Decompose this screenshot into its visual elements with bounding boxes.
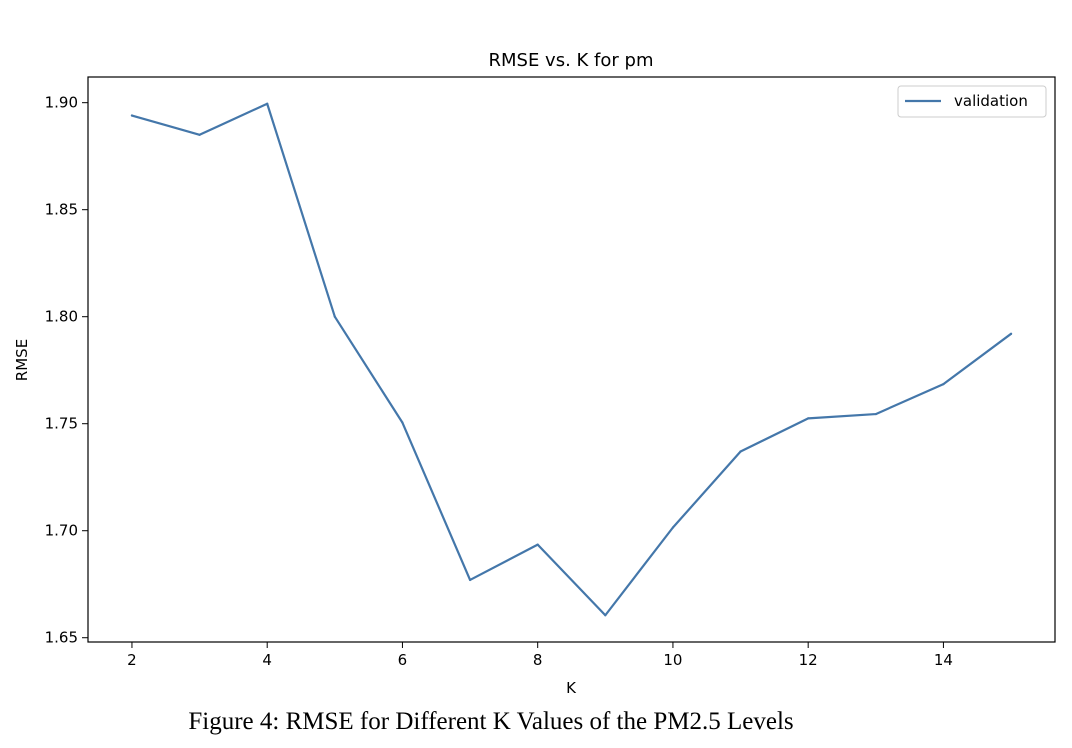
data-point (739, 450, 742, 453)
legend: validation (897, 85, 1047, 118)
x-axis: 2 4 6 8 10 12 14 (127, 642, 953, 669)
data-point (942, 383, 945, 386)
data-point (1009, 332, 1013, 335)
x-tick-label: 4 (262, 651, 272, 669)
x-axis-label: K (566, 679, 577, 697)
data-point (604, 614, 607, 617)
data-point (333, 315, 336, 318)
figure-caption: Figure 4: RMSE for Different K Values of… (188, 708, 794, 735)
y-tick-label: 1.70 (45, 522, 78, 540)
plot-area (88, 77, 1055, 642)
data-point (536, 543, 539, 546)
data-point (401, 421, 404, 424)
y-tick-label: 1.80 (45, 308, 78, 326)
data-point (130, 114, 134, 117)
rmse-line-chart: 1.65 1.70 1.75 1.80 1.85 1.90 2 4 6 8 10 12 14 RMSE… (13, 50, 1056, 697)
plot-frame (87, 76, 1056, 643)
x-tick-label: 10 (663, 651, 682, 669)
x-tick-label: 6 (398, 651, 408, 669)
y-axis-label: RMSE (13, 339, 31, 381)
y-tick-label: 1.75 (45, 415, 78, 433)
y-axis: 1.65 1.70 1.75 1.80 1.85 1.90 (45, 94, 88, 647)
data-point (874, 412, 877, 416)
data-point (468, 578, 472, 582)
data-point (198, 133, 201, 136)
data-point (671, 526, 675, 529)
y-tick-label: 1.90 (45, 94, 78, 112)
x-tick-label: 12 (799, 651, 818, 669)
legend-box (897, 85, 1047, 118)
legend-label: validation (954, 92, 1028, 110)
y-tick-label: 1.65 (45, 629, 78, 647)
series-layer (130, 102, 1013, 617)
chart-title: RMSE vs. K for pm (489, 50, 654, 71)
series-line-validation (130, 102, 1013, 617)
x-tick-label: 14 (934, 651, 953, 669)
data-point (807, 417, 810, 420)
data-point (266, 102, 269, 105)
x-tick-label: 8 (533, 651, 543, 669)
y-tick-label: 1.85 (45, 201, 78, 219)
x-tick-label: 2 (127, 651, 137, 669)
